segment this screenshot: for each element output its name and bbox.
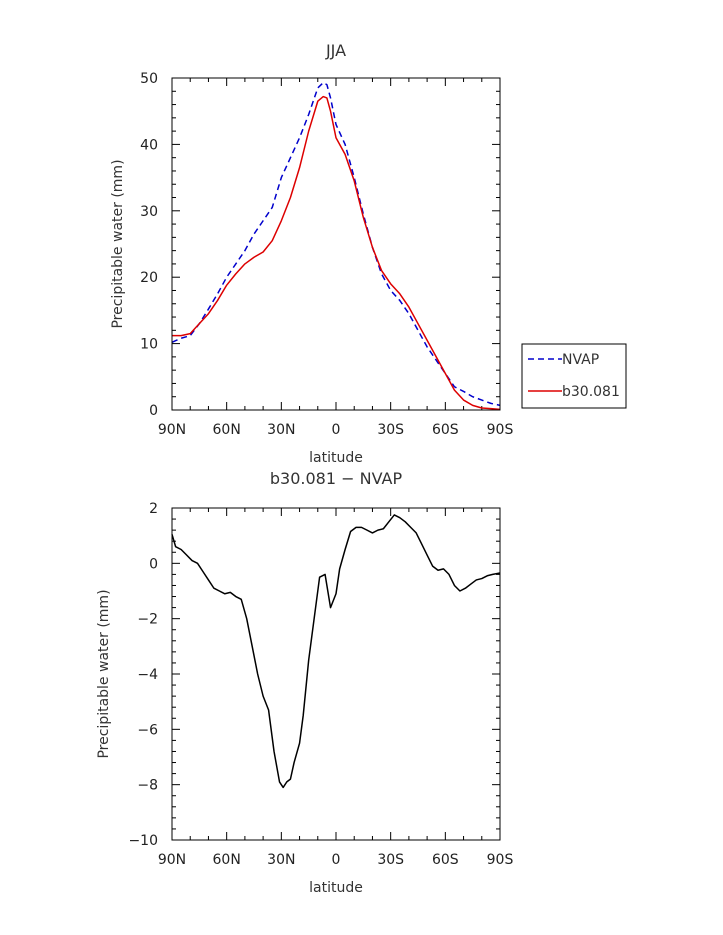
- x-tick-label: 90N: [158, 422, 186, 438]
- x-tick-label: 30S: [377, 852, 404, 868]
- x-tick-label: 30N: [267, 422, 295, 438]
- x-tick-label: 60N: [213, 852, 241, 868]
- x-tick-label: 30S: [377, 422, 404, 438]
- y-tick-label: −4: [137, 667, 158, 683]
- y-tick-label: −10: [128, 833, 158, 849]
- x-tick-label: 30N: [267, 852, 295, 868]
- x-tick-label: 90S: [487, 852, 514, 868]
- series-line-0: [171, 81, 501, 407]
- y-tick-label: 30: [140, 204, 158, 220]
- series-group: [171, 81, 501, 411]
- chart-bottom: b30.081 − NVAP 90N 60N 30N 0 30S 60S 90S −10 −8 −…: [96, 469, 513, 896]
- series-line-0: [171, 514, 501, 789]
- plot-frame: [171, 77, 501, 411]
- tick-labels: 90N 60N 30N 0 30S 60S 90S −10 −8 −6 −4 −2 0 2: [128, 501, 513, 868]
- y-tick-label: 40: [140, 137, 158, 153]
- x-axis-label: latitude: [309, 450, 363, 466]
- series-line-1: [172, 95, 501, 411]
- tick-labels: 90N 60N 30N 0 30S 60S 90S 0 10 20 30 40 50: [140, 71, 513, 438]
- y-tick-label: 0: [149, 556, 158, 572]
- chart-top: JJA 90N 60N 30N 0 30S 60S 90S 0 10 20 30 40 50 latit…: [110, 41, 627, 466]
- x-tick-label: 90S: [487, 422, 514, 438]
- legend: NVAP b30.081: [521, 343, 627, 409]
- x-tick-label: 0: [332, 422, 341, 438]
- x-tick-label: 60S: [432, 422, 459, 438]
- x-tick-label: 90N: [158, 852, 186, 868]
- legend-box: [521, 343, 627, 409]
- plot-frame: [171, 507, 501, 841]
- y-tick-label: 0: [149, 403, 158, 419]
- y-axis-label: Precipitable water (mm): [96, 589, 112, 758]
- x-tick-label: 0: [332, 852, 341, 868]
- chart-title: JJA: [325, 41, 346, 60]
- y-tick-label: −2: [137, 612, 158, 628]
- y-tick-label: 10: [140, 337, 158, 353]
- y-axis-label: Precipitable water (mm): [110, 159, 126, 328]
- x-tick-label: 60S: [432, 852, 459, 868]
- x-axis-label: latitude: [309, 880, 363, 896]
- y-tick-label: −6: [137, 722, 158, 738]
- y-tick-label: 50: [140, 71, 158, 87]
- axis-ticks: [171, 507, 501, 841]
- series-group: [171, 514, 501, 789]
- chart-title: b30.081 − NVAP: [270, 469, 403, 488]
- x-tick-label: 60N: [213, 422, 241, 438]
- y-tick-label: 2: [149, 501, 158, 517]
- legend-label-b30: b30.081: [562, 384, 620, 400]
- y-tick-label: −8: [137, 778, 158, 794]
- axis-ticks: [171, 77, 501, 411]
- legend-label-nvap: NVAP: [562, 352, 599, 368]
- y-tick-label: 20: [140, 270, 158, 286]
